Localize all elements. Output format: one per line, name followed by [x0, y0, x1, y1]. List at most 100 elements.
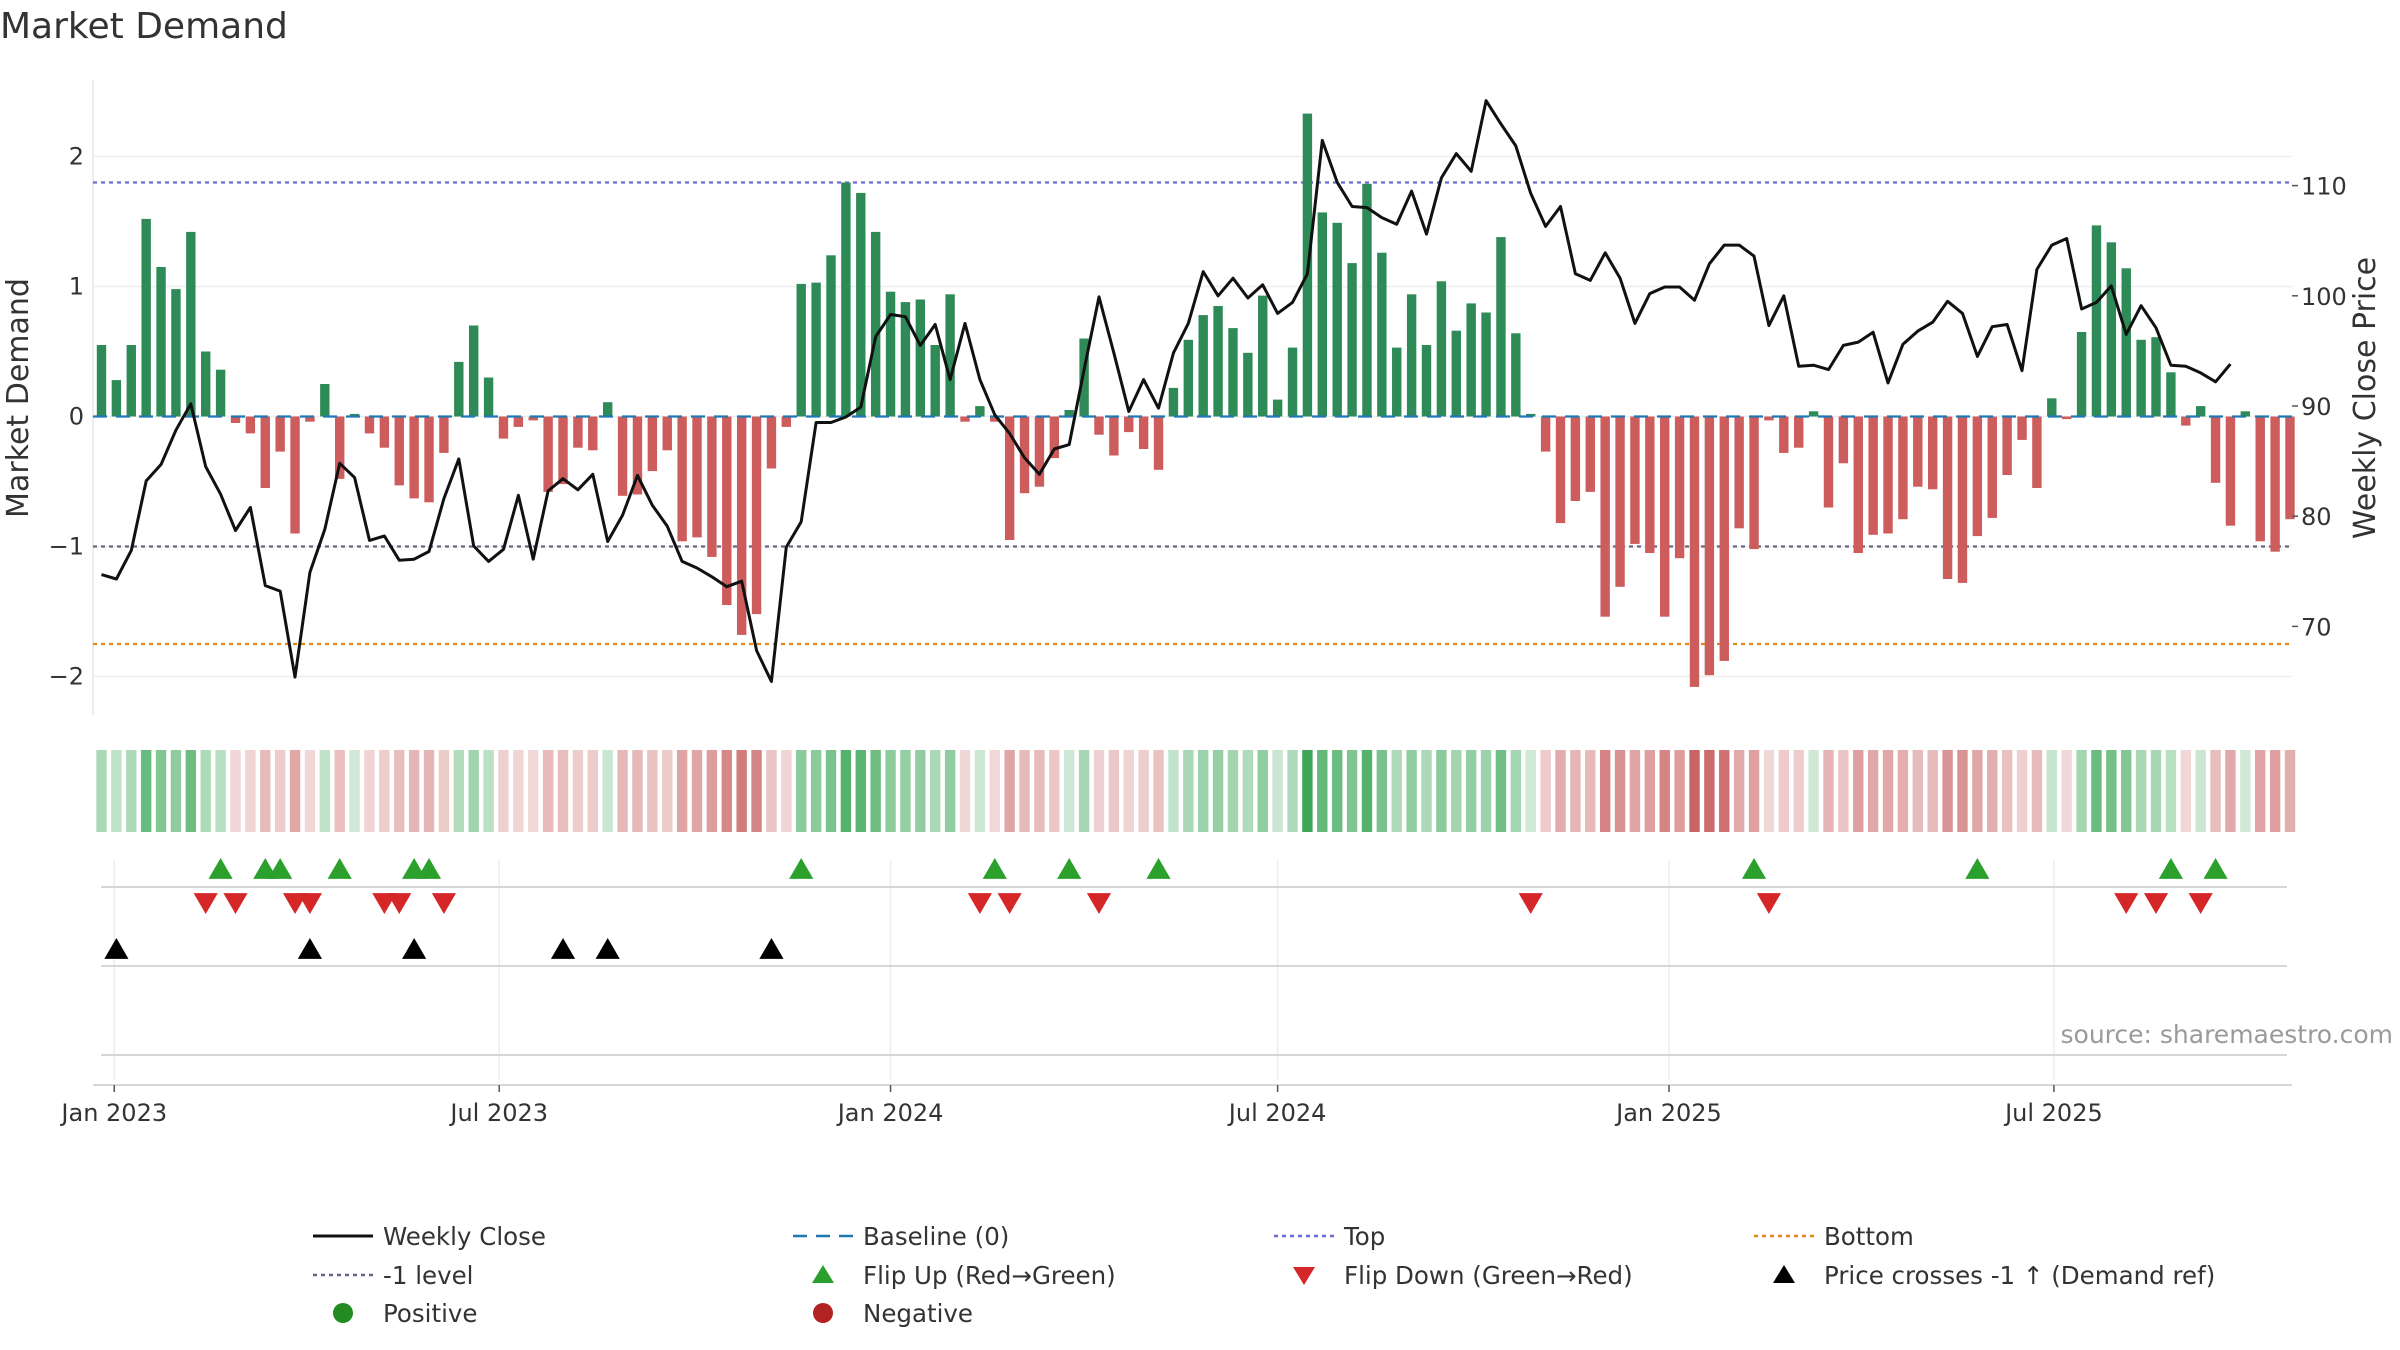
positive-demand-bar: [454, 361, 464, 417]
positive-demand-bar: [2151, 337, 2161, 417]
price-cross-marker: [595, 938, 620, 959]
negative-demand-bar: [632, 416, 643, 495]
y-tick-label: 1: [69, 273, 84, 301]
heat-strip-cell: [2210, 750, 2221, 832]
heat-strip-cell: [989, 750, 1000, 832]
positive-demand-bar: [126, 345, 136, 417]
heat-strip-cell: [1361, 750, 1373, 832]
positive-demand-bar: [1183, 339, 1194, 417]
heat-strip-cell: [1957, 750, 1968, 832]
heat-strip-cell: [1197, 750, 1209, 832]
flip-up-marker: [208, 858, 233, 879]
heat-strip-cell: [274, 750, 286, 832]
heat-strip-cell: [170, 750, 182, 832]
positive-demand-bar: [841, 182, 851, 417]
positive-demand-bar: [1436, 281, 1447, 417]
negative-demand-bar: [1719, 416, 1729, 661]
heat-strip-cell: [2269, 750, 2281, 832]
flip-down-marker: [2143, 893, 2169, 914]
price-cross-marker: [297, 938, 323, 959]
positive-demand-bar: [1213, 306, 1223, 417]
price-cross-marker: [759, 938, 784, 959]
heat-strip-cell: [870, 750, 881, 832]
negative-demand-bar: [1779, 416, 1789, 453]
negative-demand-bar: [364, 416, 375, 434]
heat-strip-cell: [1465, 750, 1477, 832]
flip-down-marker: [997, 893, 1022, 914]
negative-demand-bar: [260, 416, 270, 488]
heat-strip-cell: [1480, 750, 1492, 832]
negative-demand-bar: [1927, 416, 1938, 490]
flip-down-marker: [1518, 893, 1543, 914]
positive-demand-bar: [111, 380, 122, 417]
heat-strip-cell: [394, 750, 405, 832]
positive-demand-bar: [215, 369, 226, 417]
negative-demand-bar: [781, 416, 792, 427]
positive-demand-bar: [1228, 328, 1238, 417]
heat-strip-cell: [1719, 750, 1730, 832]
heat-strip-cell: [2284, 750, 2296, 832]
x-tick-label: Jul 2024: [1227, 1099, 1327, 1127]
positive-demand-bar: [945, 294, 955, 417]
negative-demand-bar: [766, 416, 777, 469]
heat-strip-cell: [1704, 750, 1715, 832]
positive-demand-bar: [1168, 387, 1179, 417]
legend-item: Flip Down (Green→Red): [1293, 1261, 1633, 1290]
heat-strip-cell: [1168, 750, 1179, 832]
heat-strip-cell: [2165, 750, 2177, 832]
flip-up-marker: [1057, 858, 1082, 879]
negative-demand-bar: [1555, 416, 1566, 524]
negative-demand-bar: [1124, 416, 1134, 433]
heat-strip-cell: [1049, 750, 1060, 832]
negative-demand-bar: [2002, 416, 2012, 475]
negative-demand-bar: [751, 416, 762, 615]
negative-demand-bar: [1094, 416, 1104, 435]
negative-demand-bar: [1987, 416, 1997, 518]
positive-demand-bar: [2166, 372, 2176, 417]
y2-tick-label: 100: [2301, 283, 2347, 311]
heat-strip-cell: [617, 750, 628, 832]
heat-strip-cell: [1629, 750, 1641, 832]
heat-strip-cell: [423, 750, 435, 832]
heat-strip-cell: [855, 750, 866, 832]
heat-strip-cell: [900, 750, 911, 832]
negative-demand-bar: [1749, 416, 1759, 550]
negative-demand-bar: [692, 416, 702, 538]
negative-demand-bar: [2270, 416, 2280, 552]
positive-demand-bar: [2076, 332, 2087, 417]
legend-item: Negative: [813, 1299, 973, 1328]
heat-strip-cell: [364, 750, 375, 832]
heat-strip-cell: [944, 750, 956, 832]
negative-demand-bar: [1838, 416, 1849, 464]
heat-strip-cell: [959, 750, 971, 832]
positive-demand-bar: [870, 231, 881, 417]
heat-strip-cell: [2046, 750, 2057, 832]
negative-demand-bar: [722, 416, 732, 605]
flip-up-marker: [1146, 858, 1171, 879]
heat-strip-cell: [1793, 750, 1804, 832]
negative-demand-bar: [1660, 416, 1670, 617]
negative-demand-bar: [1972, 416, 1983, 537]
heat-strip-cell: [1406, 750, 1417, 832]
heat-strip-cell: [2135, 750, 2147, 832]
legend-swatch-dot: [333, 1303, 353, 1323]
heat-strip-cell: [1838, 750, 1849, 832]
heat-strip-cell: [1287, 750, 1298, 832]
heat-strip-cell: [557, 750, 569, 832]
heat-strip-cell: [215, 750, 226, 832]
positive-demand-bar: [1362, 183, 1372, 417]
legend-swatch-triangle-up: [1773, 1265, 1795, 1283]
heat-strip-cell: [885, 750, 896, 832]
price-cross-marker: [402, 938, 427, 959]
negative-demand-bar: [1615, 416, 1625, 587]
positive-demand-bar: [1198, 315, 1208, 417]
y2-tick-label: 90: [2301, 393, 2332, 421]
y2-axis-label: Weekly Close Price: [2348, 257, 2383, 539]
negative-demand-bar: [498, 416, 509, 439]
heat-strip-cell: [796, 750, 807, 832]
heat-strip-cell: [1659, 750, 1670, 832]
heat-strip-cell: [1227, 750, 1239, 832]
positive-demand-bar: [1496, 237, 1506, 417]
y-tick-label: 0: [69, 403, 84, 431]
positive-demand-bar: [1466, 303, 1476, 417]
